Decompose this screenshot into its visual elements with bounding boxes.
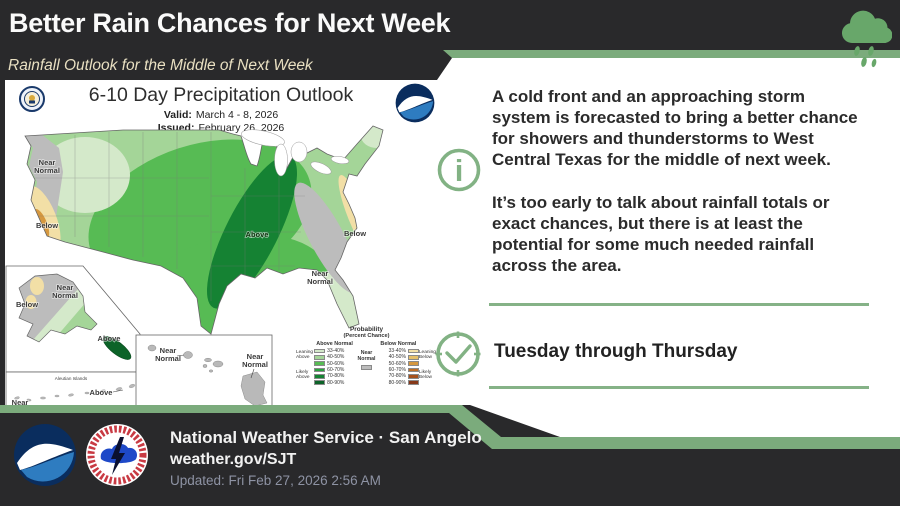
ak-label-above: Above [98, 334, 121, 343]
aleutian-islands [14, 384, 136, 402]
legend-range: 33-40% [327, 348, 345, 355]
map-label-west-near: Near [39, 158, 56, 167]
legend-below-column: Below Normal 33-40% 40-50% 50-60% 60-70%… [378, 341, 419, 386]
green-top-band [443, 50, 900, 58]
legend-swatch [314, 348, 326, 354]
map-label-center-above: Above [246, 230, 269, 239]
legend-swatch [407, 380, 419, 385]
info-line: across the area. [492, 256, 622, 275]
legend-range: 60-70% [327, 367, 345, 374]
map-legend: Probability (Percent Chance) Leaning Abo… [296, 326, 437, 405]
legend-normal-label: Normal [357, 356, 376, 362]
hawaii-islands [147, 344, 268, 405]
info-line: potential for some much needed rainfall [492, 235, 815, 254]
legend-subtitle: (Percent Chance) [343, 333, 390, 339]
clock-icon [435, 331, 481, 377]
nws-footer-logo [86, 424, 148, 486]
legend-swatch [314, 361, 326, 367]
legend-above-header: Above Normal [316, 341, 353, 347]
alaska-panhandle [102, 336, 132, 360]
legend-near-swatch [360, 365, 372, 370]
info-line: It’s too early to talk about rainfall to… [492, 193, 830, 212]
noaa-logo-icon [395, 83, 435, 123]
timing-text: Tuesday through Thursday [494, 341, 738, 362]
legend-above-column: Above Normal 33-40% 40-50% 50-60% 60-70%… [314, 341, 355, 386]
page-title: Better Rain Chances for Next Week [9, 8, 451, 38]
ak-label-below: Below [16, 300, 38, 309]
hi-label-east-normal: Normal [242, 360, 268, 369]
hi-label-west-normal: Normal [155, 354, 181, 363]
info-icon: i [437, 148, 481, 192]
legend-leaning-above: Leaning Above [296, 350, 314, 360]
legend-range: 50-60% [388, 360, 406, 367]
green-bottom-band [0, 405, 900, 449]
map-label-se-near: Near [312, 269, 329, 278]
legend-likely-below: Likely Below [418, 370, 432, 380]
legend-swatch [407, 367, 419, 373]
legend-range: 70-80% [388, 373, 406, 380]
legend-near-normal: Near Normal [355, 341, 378, 386]
great-lakes [241, 129, 350, 177]
legend-swatch [314, 355, 326, 360]
valid-label: Valid: [163, 109, 192, 121]
legend-range: 40-50% [327, 354, 345, 361]
ak-label-near: Near [57, 283, 74, 292]
info-line: exact chances, but there is at least the [492, 214, 803, 233]
noaa-footer-logo [14, 424, 76, 486]
svg-text:i: i [455, 153, 464, 188]
legend-swatch [407, 355, 419, 360]
aleutian-title: Aleutian Islands [55, 376, 88, 381]
map-label-west-normal: Normal [34, 166, 60, 175]
legend-swatch [407, 348, 419, 354]
map-label-east-below: Below [344, 229, 366, 238]
footer-url: weather.gov/SJT [170, 451, 297, 468]
legend-near-label: Near [360, 350, 373, 356]
footer-office-line: National Weather Service · San Angelo [170, 428, 482, 447]
ak-label-normal: Normal [52, 291, 78, 300]
info-line: A cold front and an approaching storm [492, 87, 805, 106]
legend-title: Probability [349, 326, 384, 333]
us-precip-map: Near Normal Below Above Below Near Norma… [5, 125, 384, 405]
legend-range: 70-80% [327, 373, 345, 380]
legend-range: 40-50% [388, 354, 406, 361]
us-outline [24, 125, 384, 335]
info-line: system is forecasted to bring a better c… [492, 108, 858, 127]
valid-value: March 4 - 8, 2026 [195, 109, 279, 121]
legend-range: 80-90% [388, 379, 406, 386]
legend-swatch [407, 374, 419, 379]
legend-range: 50-60% [327, 360, 345, 367]
divider-line [489, 386, 869, 389]
map-valid-line: Valid: March 4 - 8, 2026 [5, 109, 437, 121]
hi-label-west-near: Near [160, 346, 177, 355]
legend-right-brackets: Leaning Below Likely Below [419, 341, 437, 386]
map-label-ca-below: Below [36, 221, 58, 230]
legend-leaning-below: Leaning Below [418, 350, 436, 360]
legend-swatch [407, 361, 419, 367]
precip-outlook-map-panel: 6-10 Day Precipitation Outlook Valid: Mar… [5, 80, 437, 405]
legend-swatch [314, 367, 326, 373]
aleutian-near: Near [12, 398, 29, 405]
info-line: Central Texas for the middle of next wee… [492, 150, 831, 169]
footer-updated: Updated: Fri Feb 27, 2026 2:56 AM [170, 473, 381, 488]
legend-left-brackets: Leaning Above Likely Above [296, 341, 314, 386]
legend-range: 33-40% [388, 348, 406, 355]
aleutian-above: Above [90, 388, 113, 397]
rain-cloud-icon [842, 10, 892, 68]
legend-range: 80-90% [327, 379, 345, 386]
map-label-se-normal: Normal [307, 277, 333, 286]
info-text: A cold front and an approaching storm sy… [492, 86, 892, 276]
map-title: 6-10 Day Precipitation Outlook [88, 84, 354, 106]
legend-swatch [314, 380, 326, 385]
sub-title: Rainfall Outlook for the Middle of Next … [8, 57, 313, 74]
divider-line [489, 303, 869, 306]
legend-range: 60-70% [388, 367, 406, 374]
hi-label-east-near: Near [247, 352, 264, 361]
info-line: for showers and thunderstorms to West [492, 129, 814, 148]
legend-likely-above: Likely Above [296, 370, 310, 380]
legend-swatch [314, 374, 326, 379]
legend-below-header: Below Normal [380, 341, 417, 347]
commerce-seal-icon [19, 86, 45, 112]
